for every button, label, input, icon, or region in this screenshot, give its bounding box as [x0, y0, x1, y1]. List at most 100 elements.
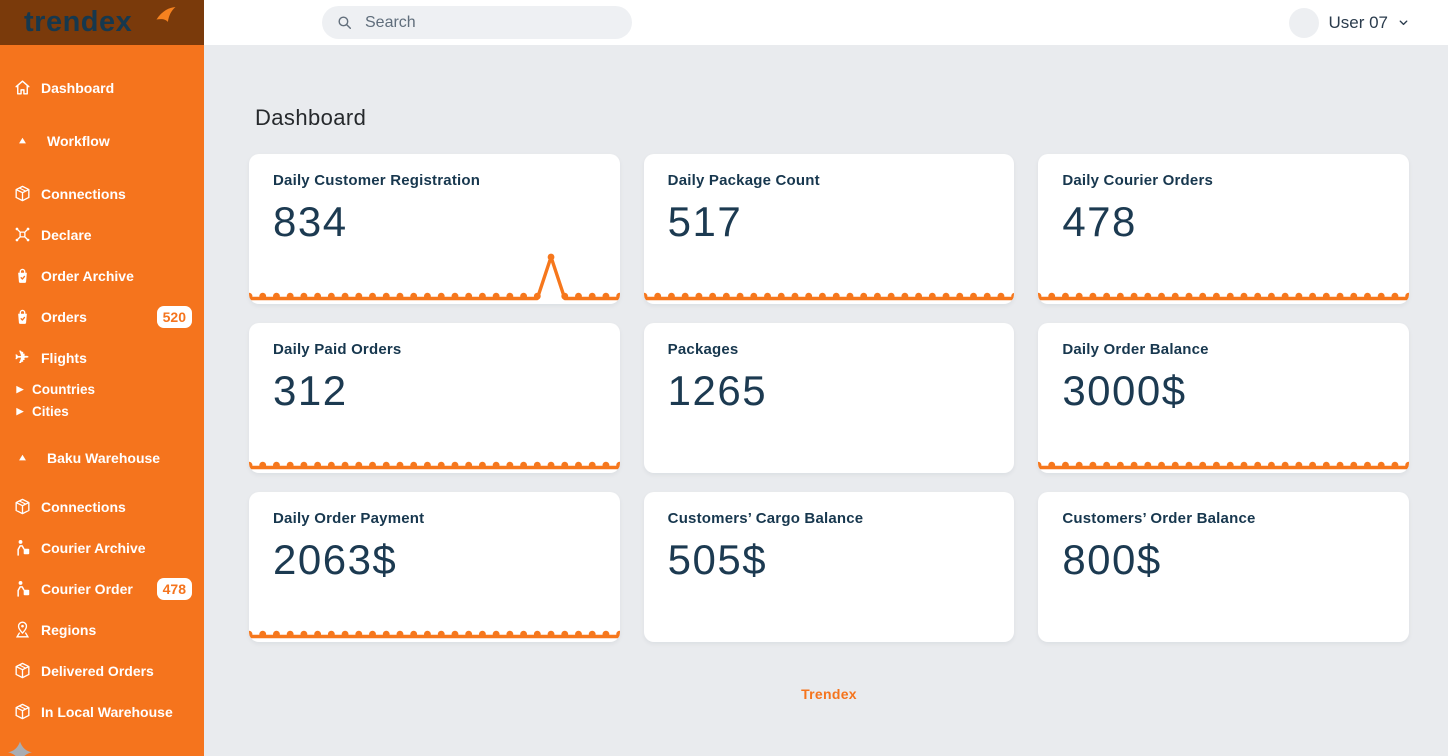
count-badge: 520 — [156, 305, 192, 328]
search-icon — [338, 16, 352, 30]
sidebar-item-connections[interactable]: Connections — [0, 486, 204, 527]
triangle-up-icon — [10, 446, 34, 470]
caret-right-icon: ▶ — [16, 383, 24, 394]
page-footer: Trendex — [249, 686, 1409, 704]
sidebar-item-declare[interactable]: Declare — [0, 214, 204, 255]
stat-card-customers-cargo-balance: Customers’ Cargo Balance 505$ — [643, 492, 1015, 642]
card-title: Daily Courier Orders — [1062, 172, 1214, 189]
sidebar-item-baku-warehouse[interactable]: Baku Warehouse — [0, 437, 204, 478]
sidebar-item-label: Connections — [41, 498, 126, 515]
sidebar-item-orders[interactable]: Orders 520 — [0, 296, 204, 337]
sidebar-item-connections[interactable]: Connections — [0, 173, 204, 214]
sidebar-item-label: Flights — [41, 349, 87, 366]
card-title: Packages — [667, 341, 739, 358]
stat-cards-grid: Daily Customer Registration 834 Daily Pack… — [249, 154, 1409, 642]
sidebar-item-label: Declare — [41, 226, 92, 243]
bag-icon — [10, 305, 34, 329]
sidebar-item-label: Courier Archive — [41, 539, 146, 556]
card-title: Customers’ Order Balance — [1062, 510, 1256, 527]
logo: trendex — [0, 0, 204, 45]
sidebar: trendex Dashboard Workflow Connections Decl… — [0, 0, 204, 756]
stat-card-customers-order-balance: Customers’ Order Balance 800$ — [1038, 492, 1409, 642]
card-value: 478 — [1062, 198, 1137, 245]
sidebar-item-label: Connections — [41, 185, 126, 202]
sparkline-chart — [249, 461, 620, 470]
card-value: 517 — [667, 198, 743, 245]
sidebar-item-label: Regions — [41, 621, 97, 638]
content: Dashboard Daily Customer Registration 834… — [204, 45, 1448, 756]
topbar: User 07 — [204, 0, 1448, 45]
stat-card-daily-order-balance: Daily Order Balance 3000$ — [1038, 323, 1409, 473]
sidebar-item-workflow[interactable]: Workflow — [0, 120, 204, 161]
card-value: 1265 — [667, 367, 768, 414]
sidebar-item-in-local-warehouse[interactable]: In Local Warehouse — [0, 691, 204, 732]
sidebar-item-courier-order[interactable]: Courier Order 478 — [0, 568, 204, 609]
sparkline-chart — [643, 292, 1015, 301]
card-title: Daily Order Payment — [273, 510, 425, 527]
sidebar-item-order-archive[interactable]: Order Archive — [0, 255, 204, 296]
card-title: Daily Order Balance — [1062, 341, 1209, 358]
card-title: Customers’ Cargo Balance — [667, 510, 864, 527]
sidebar-item-label: Cities — [32, 403, 69, 419]
card-value: 312 — [273, 367, 348, 414]
avatar[interactable] — [1289, 7, 1320, 38]
logo-arrow-icon — [156, 7, 176, 22]
partial-bird-icon — [4, 735, 36, 756]
card-title: Daily Paid Orders — [273, 341, 402, 358]
stat-card-daily-paid-orders: Daily Paid Orders 312 — [249, 323, 620, 473]
courier-icon — [10, 577, 34, 601]
sidebar-item-label: Baku Warehouse — [47, 449, 161, 466]
sidebar-nav: Dashboard Workflow Connections Declare Order… — [0, 45, 204, 756]
count-badge: 478 — [156, 577, 192, 600]
footer-brand: Trendex — [801, 686, 857, 702]
stat-card-packages: Packages 1265 — [643, 323, 1015, 473]
caret-right-icon: ▶ — [16, 405, 24, 416]
chevron-down-icon — [1399, 20, 1408, 26]
package-icon — [10, 700, 34, 724]
sidebar-item-regions[interactable]: Regions — [0, 609, 204, 650]
card-title: Daily Customer Registration — [273, 172, 481, 189]
package-icon — [10, 495, 34, 519]
card-title: Daily Package Count — [667, 172, 820, 189]
search-bar[interactable] — [322, 6, 632, 39]
sparkline-chart — [1038, 292, 1409, 301]
stat-card-daily-customer-registration: Daily Customer Registration 834 — [249, 154, 620, 304]
stat-card-daily-courier-orders: Daily Courier Orders 478 — [1038, 154, 1409, 304]
bag-icon — [10, 264, 34, 288]
sidebar-item-label: Countries — [32, 381, 96, 397]
page-title: Dashboard — [255, 105, 367, 130]
sidebar-item-label: Workflow — [47, 132, 110, 149]
search-input[interactable] — [365, 13, 618, 32]
brand-logo-text: trendex — [24, 6, 133, 38]
sparkline-chart — [249, 253, 620, 301]
sidebar-item-label: Delivered Orders — [41, 662, 154, 679]
triangle-up-icon — [10, 129, 34, 153]
sidebar-item-delivered-orders[interactable]: Delivered Orders — [0, 650, 204, 691]
sidebar-item-cities[interactable]: ▶ Cities — [0, 400, 204, 422]
drone-icon — [10, 223, 34, 247]
card-value: 3000$ — [1062, 367, 1187, 414]
stat-card-daily-package-count: Daily Package Count 517 — [643, 154, 1015, 304]
sparkline-chart — [249, 630, 620, 639]
sidebar-item-dashboard[interactable]: Dashboard — [0, 67, 204, 108]
user-label: User 07 — [1328, 12, 1388, 32]
sidebar-item-label: Orders — [41, 308, 87, 325]
card-value: 834 — [273, 198, 348, 245]
plane-icon: ✈ — [14, 348, 30, 367]
main-area: User 07 Dashboard Daily Customer Registr… — [204, 0, 1448, 756]
map-pin-icon — [10, 618, 34, 642]
sidebar-item-courier-archive[interactable]: Courier Archive — [0, 527, 204, 568]
sidebar-item-countries[interactable]: ▶ Countries — [0, 378, 204, 400]
package-icon — [10, 182, 34, 206]
courier-icon — [10, 536, 34, 560]
package-icon — [10, 659, 34, 683]
sidebar-item-flights[interactable]: ✈ Flights — [0, 337, 204, 378]
sidebar-item-label: Dashboard — [41, 79, 115, 96]
sparkline-chart — [1038, 461, 1409, 470]
sidebar-item-label: In Local Warehouse — [41, 703, 173, 720]
card-value: 800$ — [1062, 536, 1162, 583]
card-value: 2063$ — [273, 536, 398, 583]
user-menu[interactable]: User 07 — [1289, 7, 1410, 38]
sidebar-item-label: Courier Order — [41, 580, 133, 597]
